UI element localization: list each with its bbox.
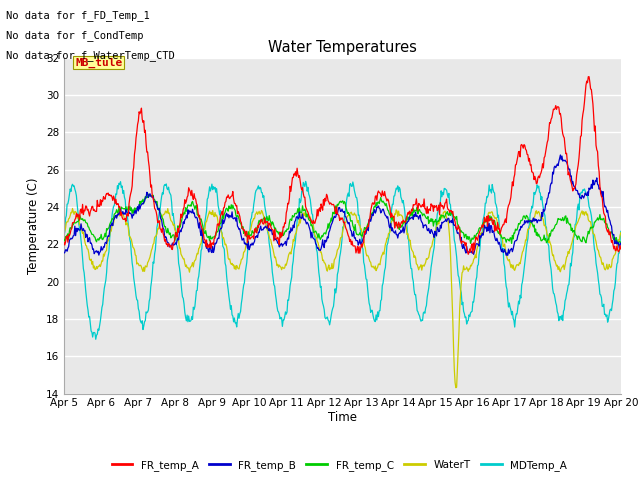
Legend: FR_temp_A, FR_temp_B, FR_temp_C, WaterT, MDTemp_A: FR_temp_A, FR_temp_B, FR_temp_C, WaterT,… xyxy=(108,456,571,475)
Text: No data for f_WaterTemp_CTD: No data for f_WaterTemp_CTD xyxy=(6,50,175,61)
Title: Water Temperatures: Water Temperatures xyxy=(268,40,417,55)
Text: No data for f_CondTemp: No data for f_CondTemp xyxy=(6,30,144,41)
X-axis label: Time: Time xyxy=(328,411,357,424)
Y-axis label: Temperature (C): Temperature (C) xyxy=(28,177,40,274)
Text: No data for f_FD_Temp_1: No data for f_FD_Temp_1 xyxy=(6,10,150,21)
Text: MB_tule: MB_tule xyxy=(75,58,122,68)
